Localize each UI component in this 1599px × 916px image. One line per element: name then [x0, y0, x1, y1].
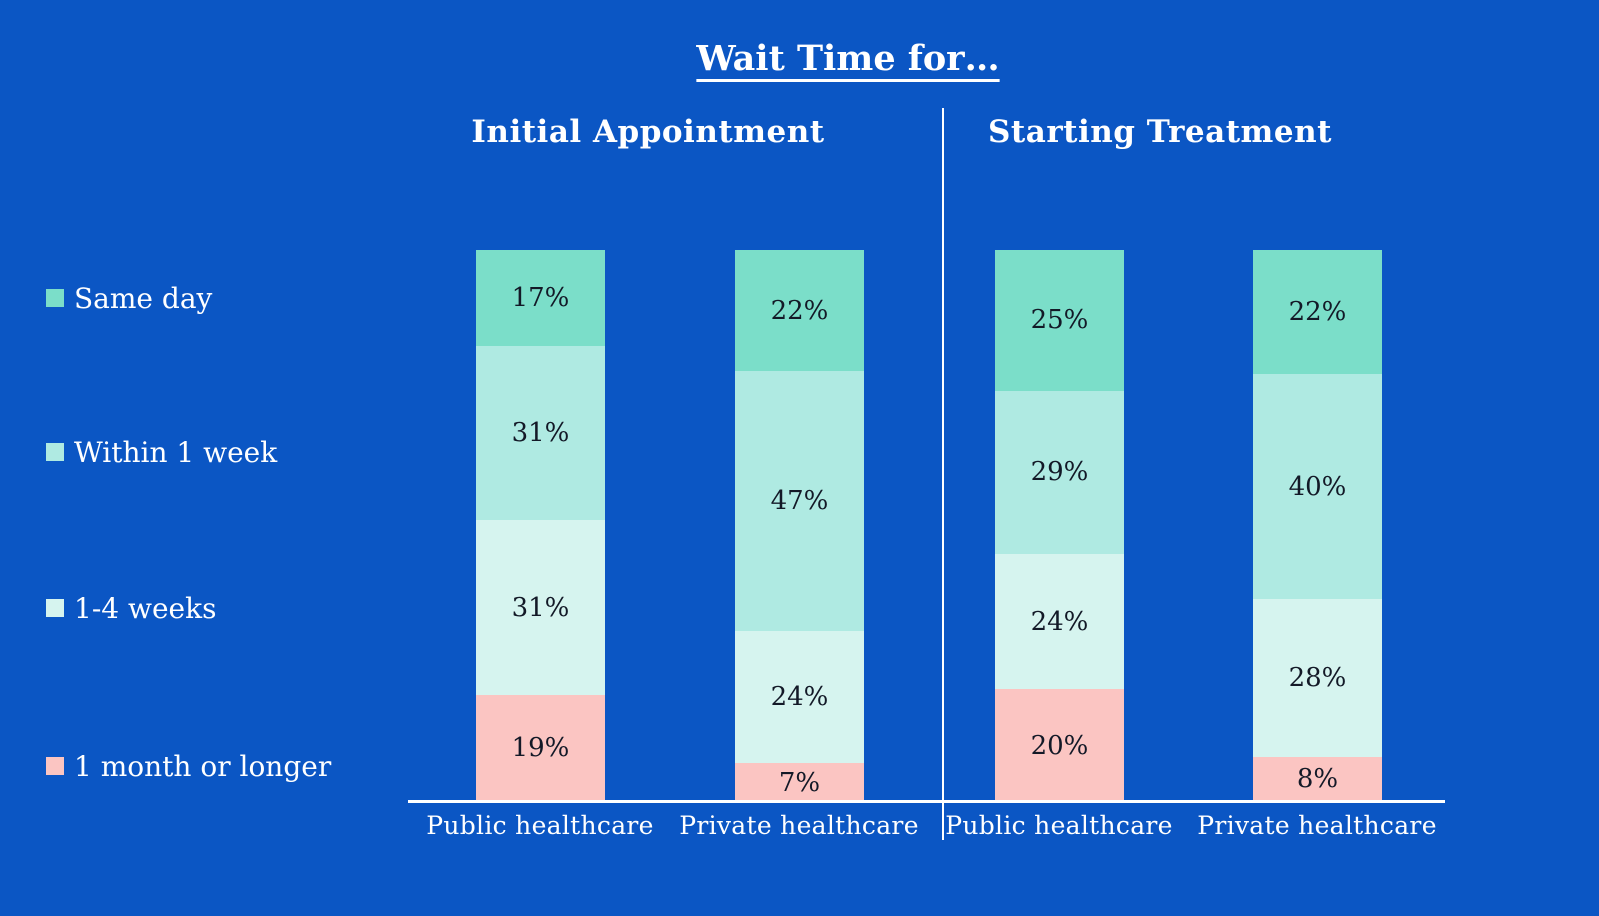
legend-label-1-4-weeks: 1-4 weeks: [74, 591, 217, 625]
legend-swatch-within-1-week: [46, 443, 64, 461]
legend-label-1-month-or-longer: 1 month or longer: [74, 749, 332, 783]
bar-segment-1-month-or-longer: 20%: [995, 689, 1124, 802]
legend-swatch-same-day: [46, 289, 64, 307]
segment-value-label: 19%: [511, 733, 570, 764]
segment-value-label: 24%: [770, 682, 829, 713]
category-label-initial-public: Public healthcare: [426, 811, 654, 840]
panel-title-initial-appointment: Initial Appointment: [471, 114, 825, 150]
panel-title-starting-treatment: Starting Treatment: [988, 114, 1332, 150]
legend-label-same-day: Same day: [74, 281, 213, 315]
bar-segment-within-1-week: 40%: [1253, 373, 1382, 600]
segment-value-label: 22%: [770, 295, 829, 326]
segment-value-label: 7%: [778, 767, 821, 798]
segment-value-label: 29%: [1030, 457, 1089, 488]
segment-value-label: 31%: [511, 418, 570, 449]
segment-value-label: 24%: [1030, 606, 1089, 637]
segment-value-label: 20%: [1030, 730, 1089, 761]
legend-item-within-1-week: Within 1 week: [46, 434, 277, 470]
segment-value-label: 47%: [770, 486, 829, 517]
bar-segment-1-4-weeks: 24%: [735, 630, 864, 764]
bar-segment-same-day: 17%: [476, 250, 605, 346]
bar-segment-1-4-weeks: 24%: [995, 554, 1124, 690]
x-axis-line: [408, 800, 1445, 803]
bar-segment-within-1-week: 31%: [476, 345, 605, 521]
bar-segment-same-day: 22%: [1253, 250, 1382, 374]
legend-swatch-1-4-weeks: [46, 599, 64, 617]
category-label-starting-private: Private healthcare: [1197, 811, 1437, 840]
bar-segment-1-month-or-longer: 19%: [476, 694, 605, 802]
bar-segment-same-day: 25%: [995, 250, 1124, 391]
bar-segment-within-1-week: 29%: [995, 390, 1124, 555]
bar-starting-treatment-public: 25% 29% 24% 20%: [995, 250, 1124, 802]
segment-value-label: 31%: [511, 592, 570, 623]
bar-segment-1-4-weeks: 31%: [476, 520, 605, 695]
category-label-initial-private: Private healthcare: [679, 811, 919, 840]
segment-value-label: 22%: [1288, 296, 1347, 327]
segment-value-label: 17%: [511, 282, 570, 313]
segment-value-label: 8%: [1296, 764, 1339, 795]
legend-item-same-day: Same day: [46, 280, 212, 316]
legend-item-1-month-or-longer: 1 month or longer: [46, 748, 331, 784]
bar-segment-1-month-or-longer: 7%: [735, 763, 864, 802]
category-label-starting-public: Public healthcare: [945, 811, 1173, 840]
chart-title: Wait Time for…: [696, 38, 1000, 79]
panel-divider-line: [942, 108, 944, 840]
bar-segment-1-4-weeks: 28%: [1253, 599, 1382, 757]
segment-value-label: 28%: [1288, 663, 1347, 694]
bar-segment-within-1-week: 47%: [735, 371, 864, 631]
legend-item-1-4-weeks: 1-4 weeks: [46, 590, 216, 626]
bar-segment-same-day: 22%: [735, 250, 864, 372]
legend-swatch-1-month-or-longer: [46, 757, 64, 775]
bar-initial-appointment-public: 17% 31% 31% 19%: [476, 250, 605, 802]
segment-value-label: 25%: [1030, 305, 1089, 336]
bar-initial-appointment-private: 22% 47% 24% 7%: [735, 250, 864, 802]
bar-segment-1-month-or-longer: 8%: [1253, 756, 1382, 802]
segment-value-label: 40%: [1288, 471, 1347, 502]
legend-label-within-1-week: Within 1 week: [74, 435, 278, 469]
bar-starting-treatment-private: 22% 40% 28% 8%: [1253, 250, 1382, 802]
